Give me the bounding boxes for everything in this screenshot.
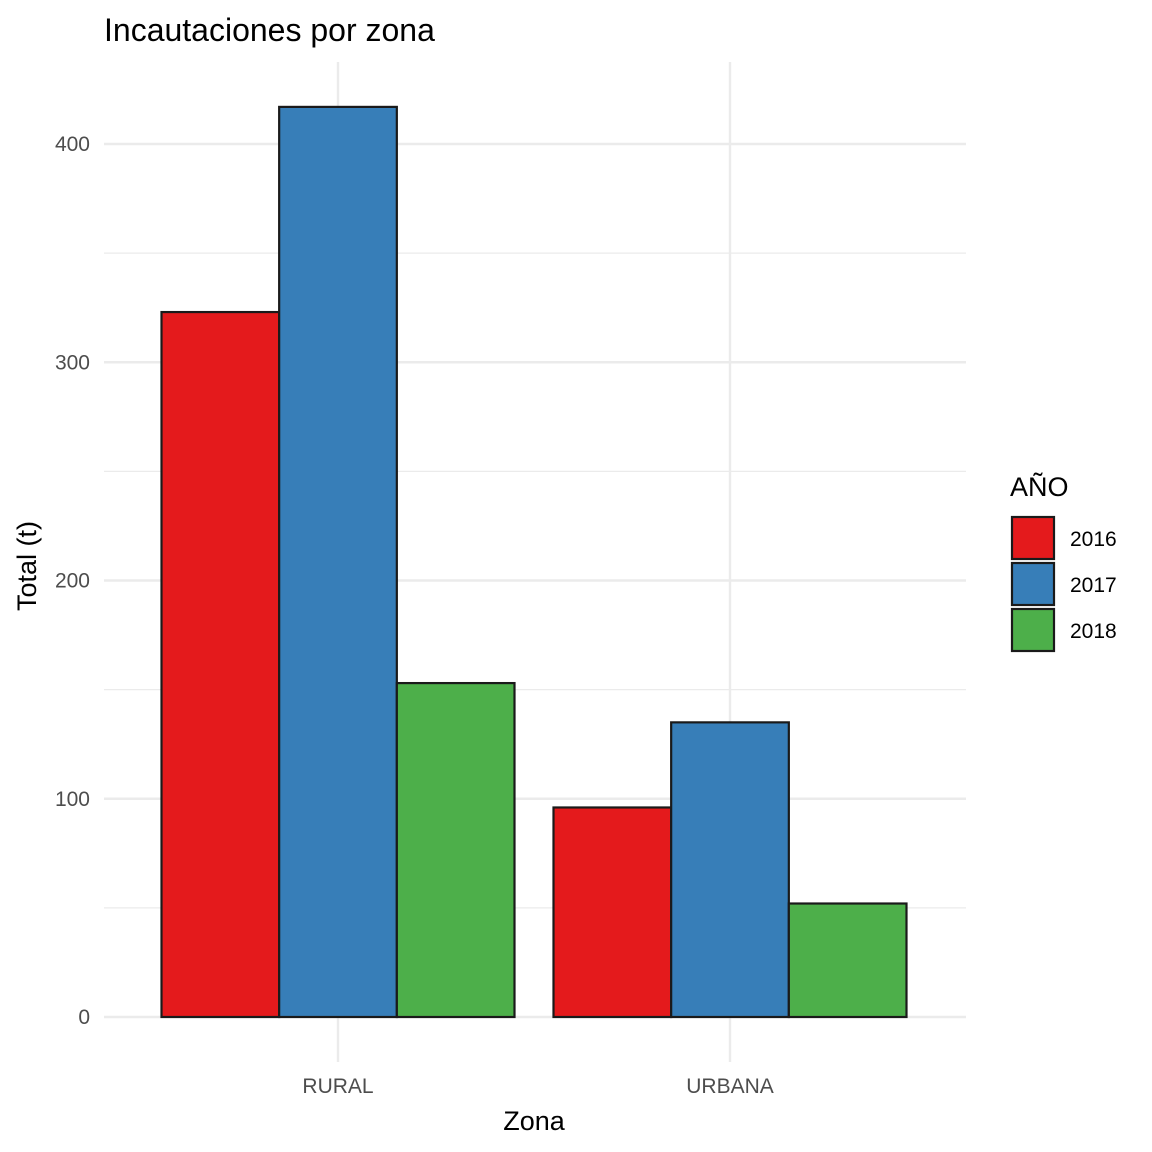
bar-rural-2016 — [160, 310, 281, 1019]
y-axis-ticks: 0 100 200 300 400 — [55, 133, 90, 1029]
bar-rural-2017 — [278, 105, 398, 1019]
legend-label-2018: 2018 — [1070, 620, 1117, 643]
y-tick-label: 400 — [55, 133, 90, 156]
y-axis-title: Total (t) — [12, 521, 42, 611]
chart-title: Incautaciones por zona — [104, 12, 435, 48]
legend-key-2017 — [1010, 561, 1056, 607]
x-tick-label: RURAL — [302, 1075, 373, 1098]
y-tick-label: 100 — [55, 788, 90, 811]
x-tick-label: URBANA — [686, 1075, 774, 1098]
legend-label-2016: 2016 — [1070, 528, 1117, 551]
bars — [160, 105, 908, 1019]
x-axis-ticks: RURAL URBANA — [302, 1075, 773, 1098]
y-tick-label: 300 — [55, 351, 90, 374]
bar-rural-2018 — [395, 681, 516, 1019]
legend-title: AÑO — [1010, 471, 1069, 502]
x-axis-title: Zona — [503, 1106, 566, 1136]
legend: AÑO 2016 2017 2018 — [1010, 471, 1117, 653]
y-tick-label: 0 — [78, 1006, 90, 1029]
bar-urbana-2018 — [787, 902, 908, 1019]
y-tick-label: 200 — [55, 570, 90, 593]
legend-key-2018 — [1010, 607, 1056, 653]
legend-label-2017: 2017 — [1070, 574, 1117, 597]
bar-urbana-2016 — [552, 806, 673, 1019]
legend-key-2016 — [1010, 515, 1056, 561]
bar-urbana-2017 — [670, 721, 790, 1019]
